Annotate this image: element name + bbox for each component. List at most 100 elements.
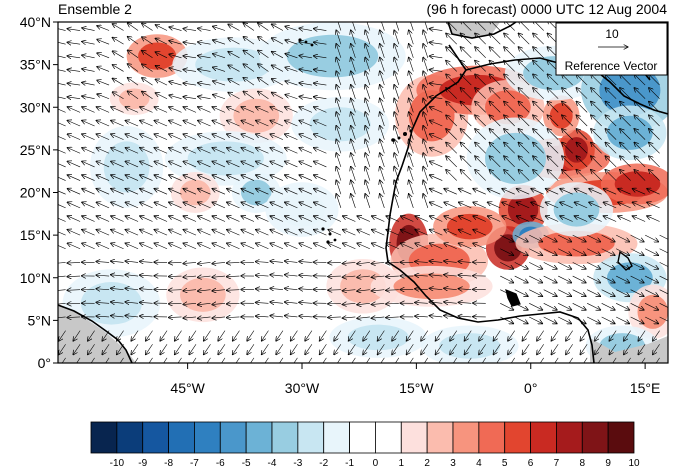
wind-vector [409, 153, 414, 168]
wind-vector [421, 344, 429, 354]
colorbar-swatch [168, 421, 195, 454]
colorbar-label: 3 [450, 458, 456, 469]
wind-vector [105, 357, 110, 363]
wind-vector [504, 170, 515, 181]
wind-vector [591, 142, 602, 154]
wind-vector [308, 357, 313, 363]
wind-vector [96, 202, 110, 209]
wind-vector [127, 64, 139, 72]
colorbar-label: 5 [502, 458, 508, 469]
wind-vector [649, 156, 660, 168]
wind-vector [299, 229, 313, 236]
wind-vector [460, 156, 472, 168]
wind-vector [285, 216, 298, 222]
wind-vector [489, 170, 501, 181]
wind-vector [299, 316, 312, 317]
wind-vector [380, 194, 385, 208]
wind-vector [475, 88, 486, 99]
wind-vector [580, 344, 588, 354]
wind-vector [545, 189, 559, 195]
wind-vector [270, 148, 284, 154]
wind-vector [516, 202, 530, 209]
wind-vector [255, 316, 269, 317]
wind-vector [212, 67, 226, 72]
wind-vector [243, 23, 255, 31]
wind-vector [336, 125, 342, 140]
wind-vector [460, 115, 472, 127]
wind-vector [444, 243, 457, 250]
wind-vector [489, 22, 501, 31]
wind-vector [142, 91, 153, 99]
wind-vector [127, 50, 139, 59]
wind-vector [183, 216, 197, 222]
wind-vector [111, 243, 124, 250]
wind-vector [620, 156, 631, 168]
wind-vector [82, 55, 95, 58]
wind-vector [183, 56, 197, 58]
wind-vector [380, 166, 385, 181]
wind-vector [394, 139, 400, 154]
wind-vector [299, 202, 313, 209]
wind-vector [276, 330, 284, 341]
wind-vector [125, 288, 139, 289]
wind-vector [644, 275, 658, 283]
wind-vector [551, 330, 559, 341]
colorbar-label: 4 [476, 458, 482, 469]
wind-vector [444, 302, 457, 303]
wind-vector [589, 189, 602, 195]
wind-vector [212, 262, 226, 263]
wind-vector [394, 71, 400, 86]
wind-vector [58, 316, 66, 318]
wind-vector [572, 262, 586, 269]
wind-vector [258, 37, 269, 45]
wind-vector [336, 139, 342, 154]
wind-vector [394, 44, 400, 58]
wind-vector [58, 28, 66, 31]
wind-vector [313, 69, 327, 71]
wind-vector [487, 216, 501, 222]
wind-vector [328, 216, 342, 222]
wind-vector [212, 290, 226, 291]
wind-vector [653, 344, 660, 354]
wind-vector [155, 25, 168, 31]
wind-vector [518, 74, 530, 86]
wind-vector [102, 330, 110, 341]
wind-vector [58, 82, 66, 86]
wind-vector [271, 24, 284, 31]
wind-vector [96, 229, 110, 236]
wind-vector [112, 51, 124, 59]
wind-vector [112, 92, 124, 99]
wind-vector [429, 107, 443, 113]
wind-vector [516, 189, 530, 195]
wind-vector [328, 303, 341, 304]
wind-vector [473, 216, 486, 222]
wind-vector [560, 189, 573, 195]
wind-vector [313, 29, 327, 31]
wind-vector [595, 330, 602, 341]
wind-vector [197, 276, 211, 277]
wind-vector [380, 112, 385, 127]
wind-vector [446, 47, 457, 59]
wind-vector [67, 175, 81, 181]
wind-vector [58, 176, 66, 181]
colorbar-label: -4 [268, 458, 277, 469]
wind-vector [198, 202, 211, 209]
wind-vector [458, 189, 472, 195]
wind-vector [198, 148, 211, 154]
wind-vector [285, 120, 298, 127]
wind-vector [487, 189, 501, 195]
wind-vector [319, 330, 327, 341]
wind-vector [67, 97, 81, 99]
wind-vector [139, 302, 153, 303]
wind-vector [649, 88, 660, 99]
wind-vector [357, 276, 370, 277]
colorbar-swatch [323, 421, 350, 454]
wind-vector [177, 357, 182, 363]
wind-vector [475, 60, 486, 72]
wind-vector [522, 330, 530, 341]
wind-vector [235, 357, 240, 363]
wind-vector [256, 120, 269, 127]
wind-vector [243, 50, 255, 59]
wind-vector [423, 112, 429, 127]
